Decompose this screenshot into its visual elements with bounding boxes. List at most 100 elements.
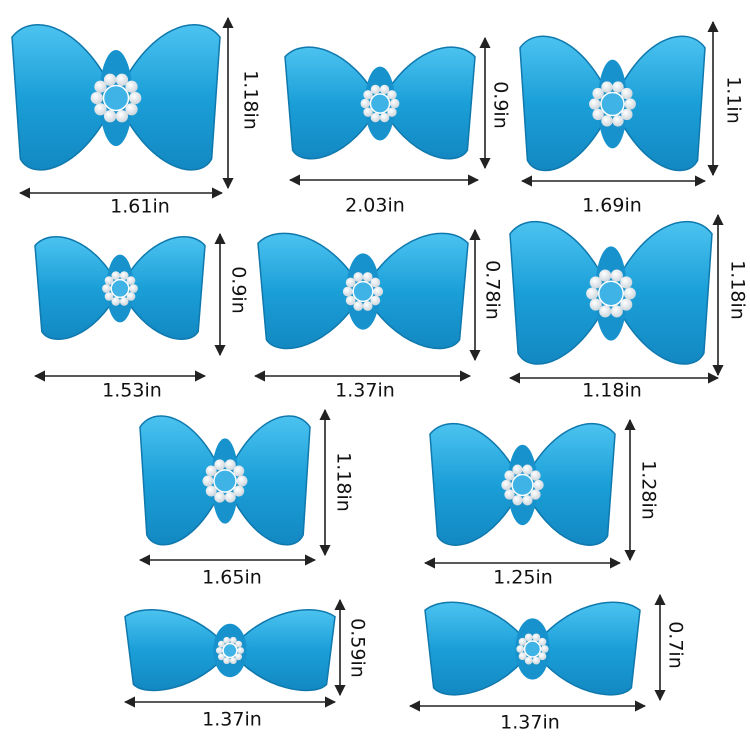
pearl (390, 98, 400, 109)
pearl (345, 277, 356, 288)
pearl (601, 115, 613, 127)
bow-wing (224, 415, 311, 546)
pearl (119, 297, 129, 306)
pearl (202, 475, 214, 487)
pearl (229, 636, 237, 644)
pearl (229, 657, 237, 665)
pearl (205, 485, 217, 497)
pearl (214, 491, 226, 503)
bow-wing (424, 601, 534, 696)
pearl (530, 470, 541, 481)
jewel (213, 469, 237, 493)
pearl (504, 470, 515, 481)
pearl (353, 301, 364, 311)
width-label: 1.37in (500, 712, 560, 734)
pearl (215, 647, 223, 654)
pearl (233, 485, 245, 497)
jewel (511, 473, 534, 497)
pearl (104, 276, 114, 285)
pearl (599, 269, 612, 282)
bow-item: 1.37in 0.78in (253, 228, 504, 402)
pearl (235, 640, 243, 648)
pearl (94, 103, 107, 116)
pearl (589, 298, 602, 311)
pearl (111, 297, 121, 306)
bow-item: 1.65in 1.18in (138, 408, 355, 589)
pearl (362, 272, 373, 282)
height-label: 0.7in (665, 621, 687, 669)
pearl (126, 292, 136, 301)
pearl (223, 636, 231, 644)
bow-item: 2.03in 0.9in (284, 36, 512, 217)
pearl (236, 475, 248, 487)
pearl (621, 87, 633, 100)
bow-item: 1.18in 1.18in (508, 213, 749, 402)
pearl (362, 301, 373, 311)
pearl (223, 657, 231, 665)
height-label: 1.1in (723, 76, 745, 124)
pearl (237, 647, 245, 654)
pearl (370, 295, 381, 306)
pearl (119, 271, 129, 280)
pearl (620, 298, 633, 311)
bow-item: 1.37in 0.7in (408, 593, 687, 734)
width-label: 1.65in (202, 567, 262, 589)
pearl (512, 495, 523, 506)
pearl (94, 80, 107, 93)
pearl (111, 271, 121, 280)
pearl (524, 656, 533, 665)
pearl (224, 459, 236, 471)
bow-item: 1.25in 1.28in (423, 418, 660, 589)
pearl (532, 633, 541, 642)
pearl (342, 286, 353, 297)
bow-item: 1.37in 0.59in (123, 598, 369, 731)
bow-wing (521, 423, 616, 546)
pearl (518, 637, 527, 646)
jewel (369, 93, 391, 114)
jewel (352, 280, 374, 303)
height-label: 0.78in (482, 260, 504, 320)
pearl (360, 98, 370, 109)
pearl (524, 633, 533, 642)
pearl (586, 287, 599, 300)
bow-wing (124, 609, 231, 692)
bow-wing (115, 23, 221, 171)
jewel (110, 278, 130, 299)
pearl (363, 90, 373, 100)
jewel (523, 640, 542, 658)
pearl (387, 107, 397, 117)
height-label: 1.18in (727, 260, 749, 320)
pearl (370, 112, 381, 123)
pearl (370, 84, 381, 95)
width-label: 1.18in (582, 380, 642, 402)
pearl (621, 108, 633, 121)
width-label: 1.69in (582, 195, 642, 217)
bow-wing (229, 609, 336, 692)
pearl (522, 464, 533, 475)
height-label: 1.18in (333, 452, 355, 512)
bow-wing (610, 220, 713, 365)
bow-wing (531, 601, 641, 696)
pearl (125, 103, 138, 116)
pearl (612, 81, 624, 93)
pearl (601, 81, 613, 93)
pearl (224, 491, 236, 503)
pearl (104, 292, 114, 301)
pearl (620, 276, 633, 289)
bow-wing (611, 35, 706, 172)
pearl (129, 91, 142, 105)
pearl (363, 107, 373, 117)
width-label: 1.25in (493, 567, 553, 589)
bow-wing (429, 423, 524, 546)
height-label: 1.28in (638, 460, 660, 520)
pearl (522, 495, 533, 506)
pearl (623, 287, 636, 300)
width-label: 1.53in (102, 380, 162, 402)
bow-wing (519, 35, 614, 172)
pearl (592, 87, 604, 100)
pearl (512, 464, 523, 475)
pearl (589, 276, 602, 289)
pearl (125, 80, 138, 93)
pearl (233, 465, 245, 477)
